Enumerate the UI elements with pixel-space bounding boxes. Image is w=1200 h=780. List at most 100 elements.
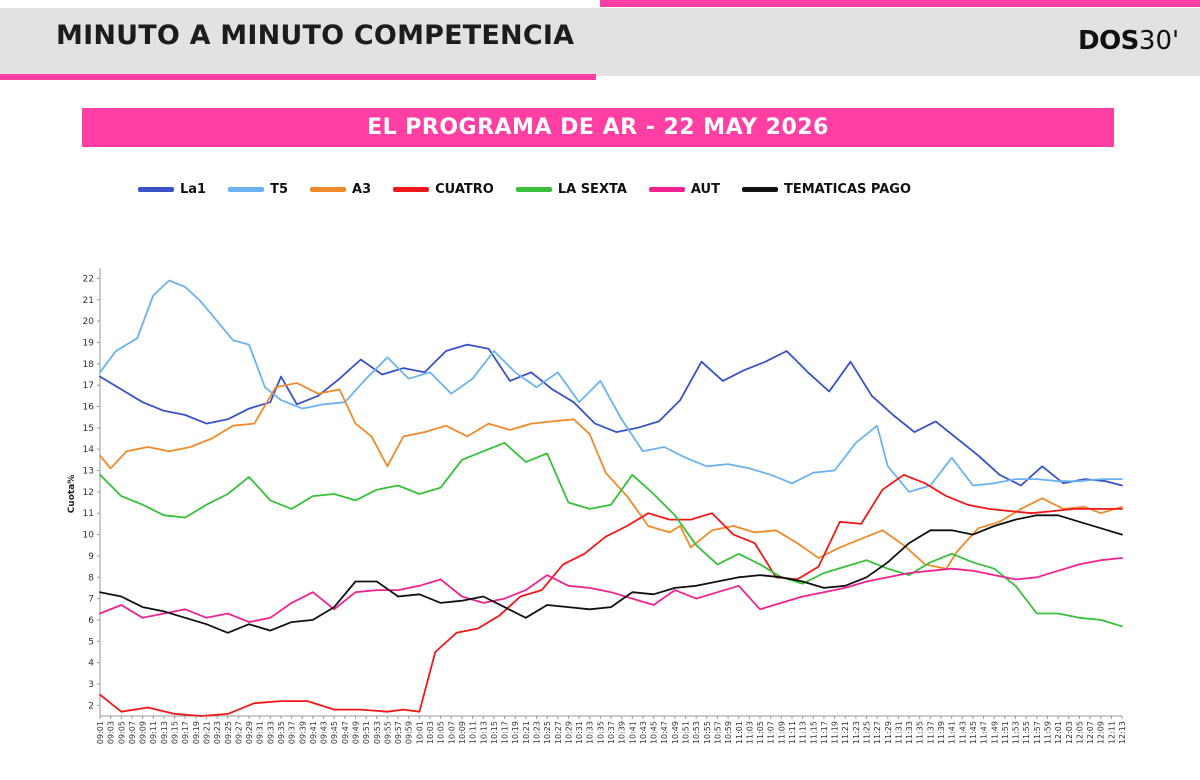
x-tick-label: 10:53 xyxy=(692,721,701,744)
x-tick-label: 10:33 xyxy=(586,721,595,744)
x-tick-label: 10:19 xyxy=(511,721,520,744)
x-tick-label: 10:31 xyxy=(575,721,584,744)
logo-light-text: 30' xyxy=(1138,26,1180,56)
series-line-a3 xyxy=(99,382,1123,570)
x-tick-label: 09:07 xyxy=(128,721,137,744)
page-title: MINUTO A MINUTO COMPETENCIA xyxy=(56,20,575,51)
y-tick-label: 14 xyxy=(83,445,95,455)
x-tick-label: 09:19 xyxy=(192,721,201,744)
series-line-cuatro xyxy=(99,473,1123,717)
legend-item-la1: La1 xyxy=(138,182,206,197)
x-tick-label: 09:25 xyxy=(224,721,233,744)
x-tick-label: 11:17 xyxy=(820,721,829,744)
x-tick-label: 11:31 xyxy=(894,721,903,744)
program-banner: EL PROGRAMA DE AR - 22 MAY 2026 xyxy=(82,108,1114,147)
y-tick-label: 21 xyxy=(83,296,94,306)
x-tick-label: 09:41 xyxy=(309,721,318,744)
legend-swatch xyxy=(310,186,347,192)
x-tick-label: 09:27 xyxy=(234,721,243,744)
x-tick-label: 11:47 xyxy=(980,721,989,744)
y-tick-label: 4 xyxy=(88,659,94,669)
accent-bar-top xyxy=(600,0,1200,7)
legend-swatch xyxy=(741,186,778,192)
x-tick-label: 10:51 xyxy=(682,721,691,744)
series-line-aut xyxy=(99,557,1123,623)
legend-label: TEMATICAS PAGO xyxy=(783,181,912,197)
x-tick-label: 09:59 xyxy=(405,721,414,744)
series-line-la-sexta xyxy=(99,441,1123,628)
legend-item-la-sexta: LA SEXTA xyxy=(515,181,627,197)
x-tick-label: 10:17 xyxy=(501,721,510,744)
x-tick-label: 11:25 xyxy=(863,721,872,744)
header-band xyxy=(0,8,1200,76)
series-line-t5 xyxy=(99,279,1123,493)
x-tick-label: 10:43 xyxy=(639,721,648,744)
chart-legend: La1 T5 A3 CUATRO LA SEXTA AUT TEMATICAS PAGO xyxy=(138,180,933,198)
x-tick-label: 09:49 xyxy=(352,721,361,744)
x-tick-label: 10:21 xyxy=(522,721,531,744)
x-tick-label: 11:03 xyxy=(745,721,754,744)
x-tick-label: 11:39 xyxy=(937,721,946,744)
x-tick-label: 10:05 xyxy=(437,721,446,744)
x-tick-label: 11:23 xyxy=(852,721,861,744)
x-tick-label: 11:11 xyxy=(788,721,797,744)
x-tick-label: 09:09 xyxy=(139,721,148,744)
x-tick-label: 10:13 xyxy=(479,721,488,744)
accent-bar-bottom xyxy=(0,74,596,80)
x-tick-label: 10:07 xyxy=(447,721,456,744)
x-tick-label: 09:03 xyxy=(107,721,116,744)
x-tick-label: 11:37 xyxy=(926,721,935,744)
x-tick-label: 10:01 xyxy=(415,721,424,744)
x-tick-label: 09:47 xyxy=(341,721,350,744)
x-tick-label: 09:23 xyxy=(213,721,222,744)
x-tick-label: 11:59 xyxy=(1043,721,1052,744)
y-tick-label: 7 xyxy=(88,595,94,605)
x-tick-label: 10:59 xyxy=(724,721,733,744)
x-tick-label: 10:23 xyxy=(532,721,541,744)
x-tick-label: 09:33 xyxy=(266,721,275,744)
x-tick-label: 11:35 xyxy=(916,721,925,744)
x-tick-label: 09:37 xyxy=(288,721,297,744)
y-tick-label: 5 xyxy=(88,637,94,647)
x-tick-label: 10:35 xyxy=(596,721,605,744)
y-tick-label: 19 xyxy=(83,338,95,348)
x-tick-label: 11:43 xyxy=(958,721,967,744)
x-tick-label: 09:01 xyxy=(96,721,105,744)
legend-item-aut: AUT xyxy=(648,182,720,197)
x-tick-label: 10:11 xyxy=(469,721,478,744)
y-tick-label: 18 xyxy=(83,360,95,370)
series-line-tematicas-pago xyxy=(99,514,1123,634)
x-tick-label: 11:01 xyxy=(735,721,744,744)
x-tick-label: 12:09 xyxy=(1097,721,1106,744)
x-tick-label: 09:21 xyxy=(202,721,211,744)
x-tick-label: 10:27 xyxy=(554,721,563,744)
y-tick-label: 10 xyxy=(83,531,95,541)
legend-swatch xyxy=(138,186,174,192)
y-tick-label: 2 xyxy=(88,701,94,711)
x-tick-label: 09:17 xyxy=(181,721,190,744)
legend-item-a3: A3 xyxy=(310,182,371,197)
x-tick-label: 11:05 xyxy=(756,721,765,744)
x-tick-label: 11:15 xyxy=(809,721,818,744)
x-tick-label: 10:45 xyxy=(650,721,659,744)
x-tick-label: 12:07 xyxy=(1086,721,1095,744)
legend-swatch xyxy=(228,186,265,192)
x-tick-label: 09:05 xyxy=(117,721,126,744)
x-tick-label: 11:29 xyxy=(884,721,893,744)
x-tick-label: 09:11 xyxy=(149,721,158,744)
brand-logo: DOS30' xyxy=(1078,28,1179,54)
logo-bold-text: DOS xyxy=(1078,26,1139,56)
x-tick-label: 11:51 xyxy=(1001,721,1010,744)
x-tick-label: 12:03 xyxy=(1065,721,1074,744)
x-tick-label: 09:39 xyxy=(298,721,307,744)
y-tick-label: 22 xyxy=(83,274,94,284)
x-tick-label: 11:21 xyxy=(841,721,850,744)
x-tick-label: 09:13 xyxy=(160,721,169,744)
x-tick-label: 09:35 xyxy=(277,721,286,744)
x-tick-label: 11:45 xyxy=(969,721,978,744)
legend-label: LA SEXTA xyxy=(557,181,627,197)
x-tick-label: 10:55 xyxy=(703,721,712,744)
legend-item-t5: T5 xyxy=(228,182,288,197)
y-tick-label: 15 xyxy=(83,424,94,434)
